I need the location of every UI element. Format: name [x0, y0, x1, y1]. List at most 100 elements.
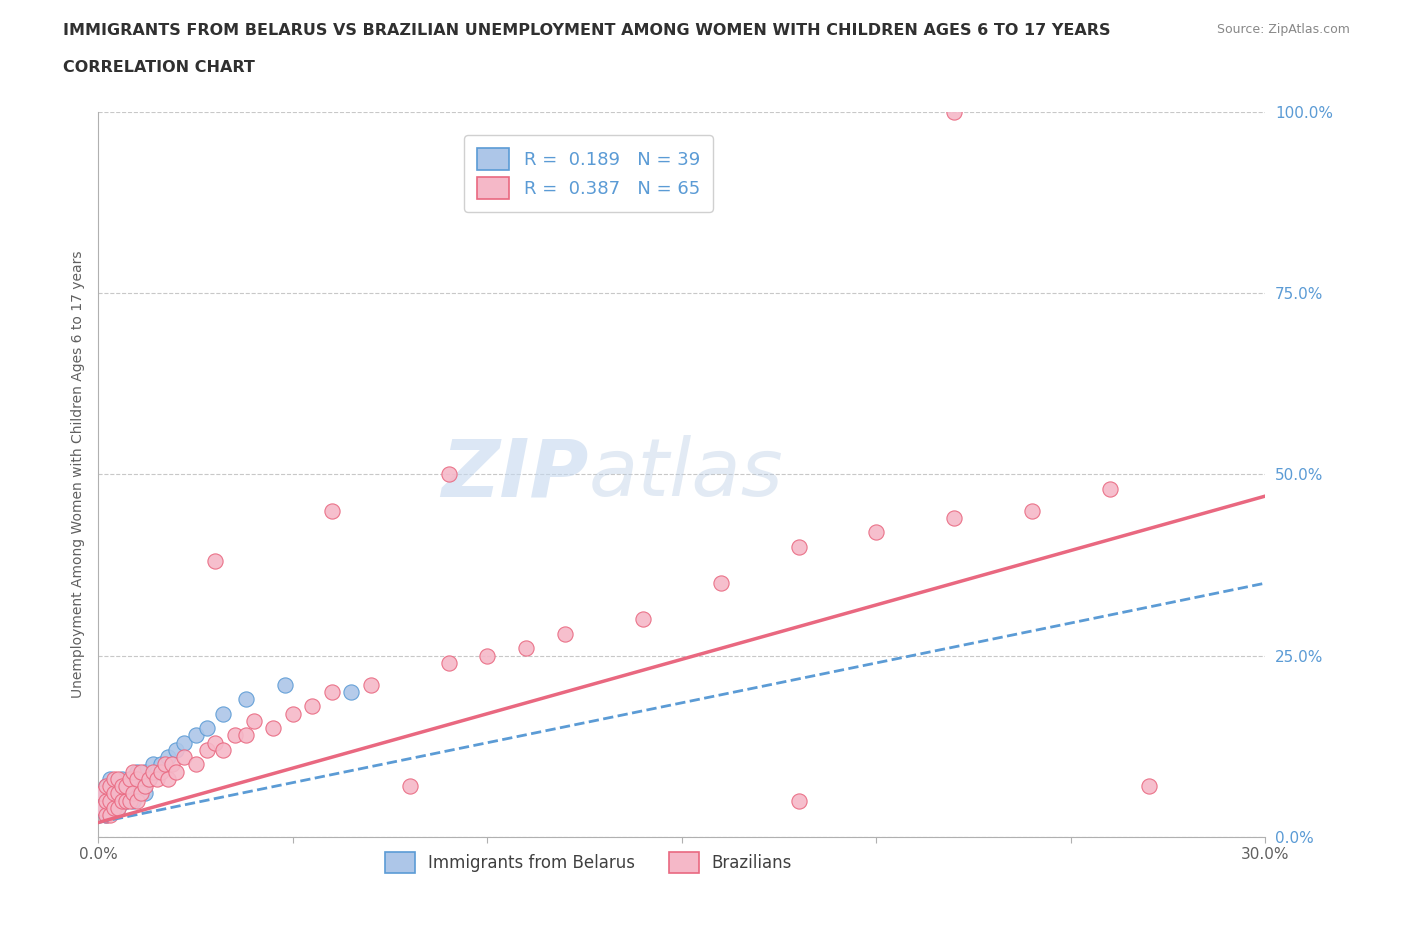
Point: [103, 786, 125, 801]
Point: [515, 641, 537, 656]
Point: [129, 786, 152, 801]
Point: [129, 778, 152, 793]
Point: [142, 764, 165, 779]
Point: [184, 728, 207, 743]
Text: CORRELATION CHART: CORRELATION CHART: [63, 60, 254, 75]
Point: [554, 627, 576, 642]
Point: [243, 713, 266, 728]
Point: [114, 793, 136, 808]
Point: [111, 778, 134, 793]
Point: [173, 736, 195, 751]
Point: [103, 786, 125, 801]
Point: [111, 772, 134, 787]
Point: [437, 467, 460, 482]
Point: [1137, 778, 1160, 793]
Point: [129, 764, 152, 779]
Point: [96, 808, 118, 823]
Point: [321, 684, 343, 699]
Text: IMMIGRANTS FROM BELARUS VS BRAZILIAN UNEMPLOYMENT AMONG WOMEN WITH CHILDREN AGES: IMMIGRANTS FROM BELARUS VS BRAZILIAN UNE…: [63, 23, 1111, 38]
Point: [865, 525, 887, 539]
Point: [204, 554, 226, 569]
Point: [103, 772, 125, 787]
Point: [111, 786, 134, 801]
Point: [96, 778, 118, 793]
Point: [153, 757, 176, 772]
Point: [91, 786, 114, 801]
Point: [114, 778, 136, 793]
Point: [195, 721, 218, 736]
Point: [943, 511, 966, 525]
Point: [184, 757, 207, 772]
Point: [301, 699, 323, 714]
Point: [437, 656, 460, 671]
Point: [91, 786, 114, 801]
Point: [107, 786, 129, 801]
Point: [122, 764, 145, 779]
Point: [107, 801, 129, 816]
Point: [103, 793, 125, 808]
Point: [98, 793, 121, 808]
Point: [107, 778, 129, 793]
Point: [235, 728, 257, 743]
Point: [118, 772, 141, 787]
Point: [212, 706, 235, 721]
Point: [262, 721, 284, 736]
Point: [149, 764, 172, 779]
Text: Source: ZipAtlas.com: Source: ZipAtlas.com: [1216, 23, 1350, 36]
Point: [138, 772, 160, 787]
Point: [111, 793, 134, 808]
Point: [111, 793, 134, 808]
Point: [165, 764, 187, 779]
Point: [1021, 503, 1043, 518]
Point: [138, 772, 160, 787]
Point: [107, 772, 129, 787]
Point: [98, 808, 121, 823]
Point: [127, 764, 149, 779]
Point: [149, 757, 172, 772]
Point: [127, 772, 149, 787]
Point: [631, 612, 654, 627]
Point: [157, 772, 180, 787]
Point: [91, 801, 114, 816]
Point: [98, 793, 121, 808]
Point: [235, 692, 257, 707]
Point: [340, 684, 363, 699]
Point: [943, 104, 966, 119]
Point: [157, 750, 180, 764]
Point: [107, 786, 129, 801]
Point: [98, 801, 121, 816]
Point: [212, 742, 235, 757]
Point: [142, 757, 165, 772]
Point: [118, 772, 141, 787]
Text: atlas: atlas: [589, 435, 783, 513]
Legend: Immigrants from Belarus, Brazilians: Immigrants from Belarus, Brazilians: [378, 845, 799, 880]
Point: [787, 793, 810, 808]
Point: [281, 706, 304, 721]
Point: [96, 778, 118, 793]
Point: [146, 772, 169, 787]
Point: [127, 793, 149, 808]
Point: [274, 677, 297, 692]
Point: [98, 778, 121, 793]
Point: [162, 757, 184, 772]
Point: [224, 728, 246, 743]
Point: [118, 793, 141, 808]
Point: [96, 808, 118, 823]
Point: [134, 778, 156, 793]
Point: [118, 786, 141, 801]
Point: [477, 648, 499, 663]
Point: [398, 778, 420, 793]
Point: [204, 736, 226, 751]
Point: [91, 801, 114, 816]
Point: [96, 793, 118, 808]
Point: [134, 764, 156, 779]
Point: [146, 764, 169, 779]
Point: [114, 793, 136, 808]
Point: [787, 539, 810, 554]
Point: [165, 742, 187, 757]
Point: [134, 786, 156, 801]
Y-axis label: Unemployment Among Women with Children Ages 6 to 17 years: Unemployment Among Women with Children A…: [70, 250, 84, 698]
Point: [107, 801, 129, 816]
Point: [122, 793, 145, 808]
Point: [122, 778, 145, 793]
